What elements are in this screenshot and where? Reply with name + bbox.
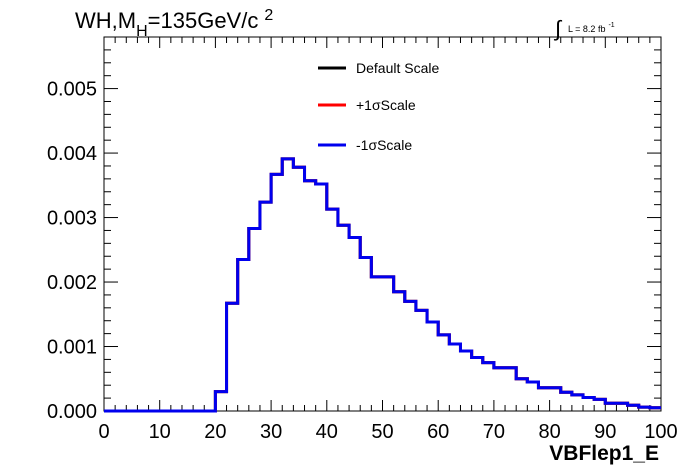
chart-title-rest: =135GeV/c <box>148 8 259 33</box>
y-tick-label: 0.001 <box>47 337 97 359</box>
legend-label: -1σScale <box>356 137 412 153</box>
luminosity-value: L = 8.2 fb <box>568 24 605 34</box>
series-line-default-scale <box>104 157 661 413</box>
chart-title: WH,MH=135GeV/c 2 <box>75 7 273 40</box>
chart-title-superscript: 2 <box>264 7 273 24</box>
x-tick-label: 0 <box>98 421 109 443</box>
x-axis-title: VBFlep1_E <box>549 442 659 465</box>
series-line-plus1-scale <box>104 157 661 413</box>
x-tick-label: 10 <box>149 421 171 443</box>
x-tick-label: 40 <box>316 421 338 443</box>
histogram-series <box>104 157 661 413</box>
integral-symbol: ∫ <box>553 16 563 41</box>
legend-label: Default Scale <box>356 60 439 76</box>
luminosity-annotation: ∫ L = 8.2 fb -1 <box>553 16 615 41</box>
x-tick-label: 70 <box>483 421 505 443</box>
x-tick-label: 90 <box>594 421 616 443</box>
luminosity-text: L = 8.2 fb -1 <box>568 22 615 34</box>
luminosity-unit-superscript: -1 <box>608 22 614 29</box>
y-tick-label: 0.003 <box>47 208 97 230</box>
x-tick-label: 60 <box>427 421 449 443</box>
plot-frame <box>103 36 662 412</box>
x-tick-label: 50 <box>371 421 393 443</box>
x-tick-label: 100 <box>644 421 677 443</box>
series-line--1-scale <box>104 157 661 413</box>
chart-title-subscript: H <box>136 23 148 40</box>
chart-title-main: WH,M <box>75 8 136 33</box>
x-tick-label: 20 <box>204 421 226 443</box>
y-axis-tick-labels: 0.000 0.001 0.002 0.003 0.004 0.005 <box>47 79 97 423</box>
legend-label: +1σScale <box>356 97 416 113</box>
x-tick-label: 30 <box>260 421 282 443</box>
x-axis-ticks <box>103 37 662 411</box>
y-axis-ticks <box>104 36 661 412</box>
x-axis-tick-labels: 0 10 20 30 40 50 60 70 80 90 100 <box>98 421 677 443</box>
y-tick-label: 0.000 <box>47 401 97 423</box>
legend: Default Scale +1σScale -1σScale <box>318 60 439 153</box>
y-tick-label: 0.004 <box>47 143 97 165</box>
y-tick-label: 0.005 <box>47 79 97 101</box>
x-tick-label: 80 <box>538 421 560 443</box>
y-tick-label: 0.002 <box>47 272 97 294</box>
